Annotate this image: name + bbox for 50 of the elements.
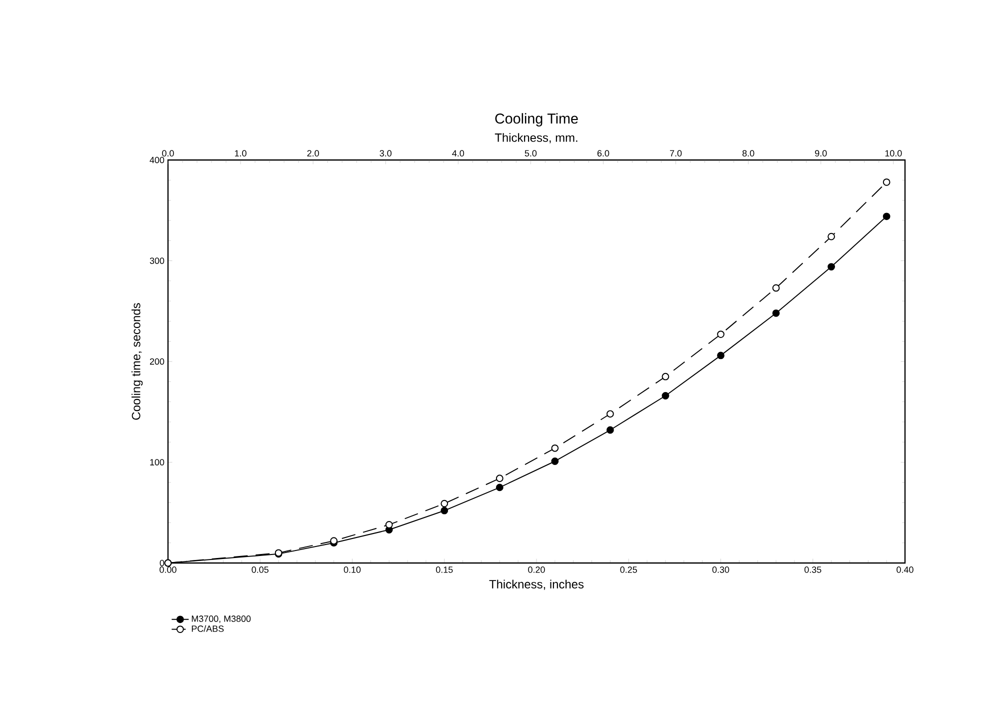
x-tick-label: 0.40 <box>896 566 914 573</box>
legend-label: M3700, M3800 <box>192 616 251 623</box>
x-tick-label: 0.05 <box>252 566 268 573</box>
legend-label: PC/ABS <box>192 625 224 632</box>
x2-axis-title: Thickness, mm. <box>494 133 578 144</box>
x2-tick-label: 9.0 <box>815 150 827 156</box>
point <box>717 352 724 360</box>
x2-tick-label: 0.0 <box>162 150 174 156</box>
x-tick-label: 0.00 <box>160 566 176 573</box>
x-tick-label: 0.25 <box>620 566 637 573</box>
point <box>606 426 614 434</box>
y-tick-label: 200 <box>150 358 164 365</box>
point <box>662 392 670 400</box>
x2-tick-label: 5.0 <box>524 150 537 156</box>
point <box>440 500 448 508</box>
y-tick-label: 400 <box>150 156 164 164</box>
x2-tick-label: 7.0 <box>670 150 682 156</box>
y-tick-label: 100 <box>150 459 164 466</box>
point <box>662 372 670 380</box>
x2-tick-label: 1.0 <box>234 150 246 156</box>
x2-tick-label: 8.0 <box>742 150 754 156</box>
point <box>496 474 504 482</box>
x-tick-label: 0.10 <box>344 566 361 573</box>
point <box>385 521 393 528</box>
x2-tick-label: 3.0 <box>380 150 392 156</box>
point <box>440 506 448 514</box>
point <box>717 330 724 338</box>
x-tick-label: 0.30 <box>712 566 730 573</box>
point <box>882 178 890 186</box>
point <box>551 458 559 465</box>
chart-title: Cooling Time <box>495 113 578 126</box>
point <box>496 484 504 492</box>
point <box>828 263 836 270</box>
x2-tick-label: 4.0 <box>452 150 464 156</box>
point <box>606 410 614 418</box>
y-axis-title: Cooling time, seconds <box>132 303 143 420</box>
point <box>828 232 836 240</box>
y-tick-label: 0 <box>160 560 164 566</box>
x-tick-label: 0.15 <box>436 566 453 573</box>
x-tick-label: 0.35 <box>804 566 822 573</box>
x-tick-label: 0.20 <box>528 566 545 573</box>
point <box>772 284 780 292</box>
x2-tick-label: 10.0 <box>885 150 902 156</box>
x2-tick-label: 6.0 <box>597 150 610 156</box>
point <box>882 212 890 220</box>
x2-tick-label: 2.0 <box>307 150 319 156</box>
point <box>551 444 559 452</box>
y-tick-label: 300 <box>150 258 164 264</box>
x-axis-title: Thickness, inches <box>489 580 584 590</box>
point <box>772 309 780 317</box>
